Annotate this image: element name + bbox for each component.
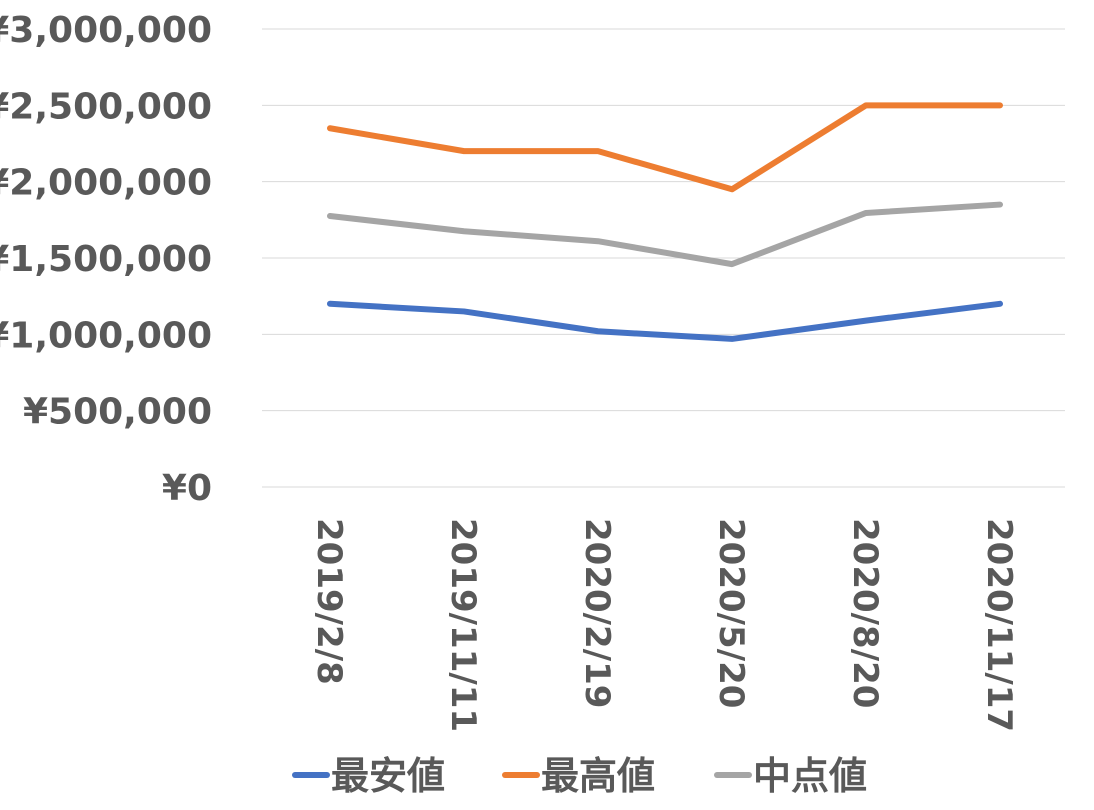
y-tick-label: ¥2,000,000 bbox=[0, 163, 212, 204]
y-tick-label: ¥3,000,000 bbox=[0, 10, 212, 51]
y-tick-label: ¥1,000,000 bbox=[0, 315, 212, 356]
x-tick-label: 2020/8/20 bbox=[845, 518, 885, 708]
x-tick-label: 2019/11/11 bbox=[443, 518, 483, 732]
y-axis-ticks: ¥0 ¥500,000 ¥1,000,000 ¥1,500,000 ¥2,000,000… bbox=[0, 10, 212, 509]
x-tick-label: 2019/2/8 bbox=[309, 518, 349, 685]
y-tick-label: ¥2,500,000 bbox=[0, 86, 212, 127]
legend: 最安値 最高値 中点値 bbox=[292, 754, 867, 798]
y-tick-label: ¥0 bbox=[162, 468, 212, 509]
series-line bbox=[327, 102, 1003, 193]
series-line bbox=[327, 201, 1003, 268]
x-tick-label: 2020/5/20 bbox=[711, 518, 751, 708]
legend-label: 最高値 bbox=[541, 754, 655, 798]
x-tick-label: 2020/2/19 bbox=[577, 518, 617, 708]
legend-label: 最安値 bbox=[331, 754, 445, 798]
y-tick-label: ¥500,000 bbox=[23, 392, 212, 433]
x-axis-ticks: 2019/2/8 2019/11/11 2020/2/19 2020/5/20 2020… bbox=[309, 518, 1019, 732]
series-line bbox=[327, 300, 1003, 342]
legend-label: 中点値 bbox=[753, 754, 867, 798]
y-tick-label: ¥1,500,000 bbox=[0, 239, 212, 280]
x-tick-label: 2020/11/17 bbox=[979, 518, 1019, 732]
gridlines bbox=[262, 28, 1065, 488]
series-lines bbox=[327, 102, 1003, 342]
